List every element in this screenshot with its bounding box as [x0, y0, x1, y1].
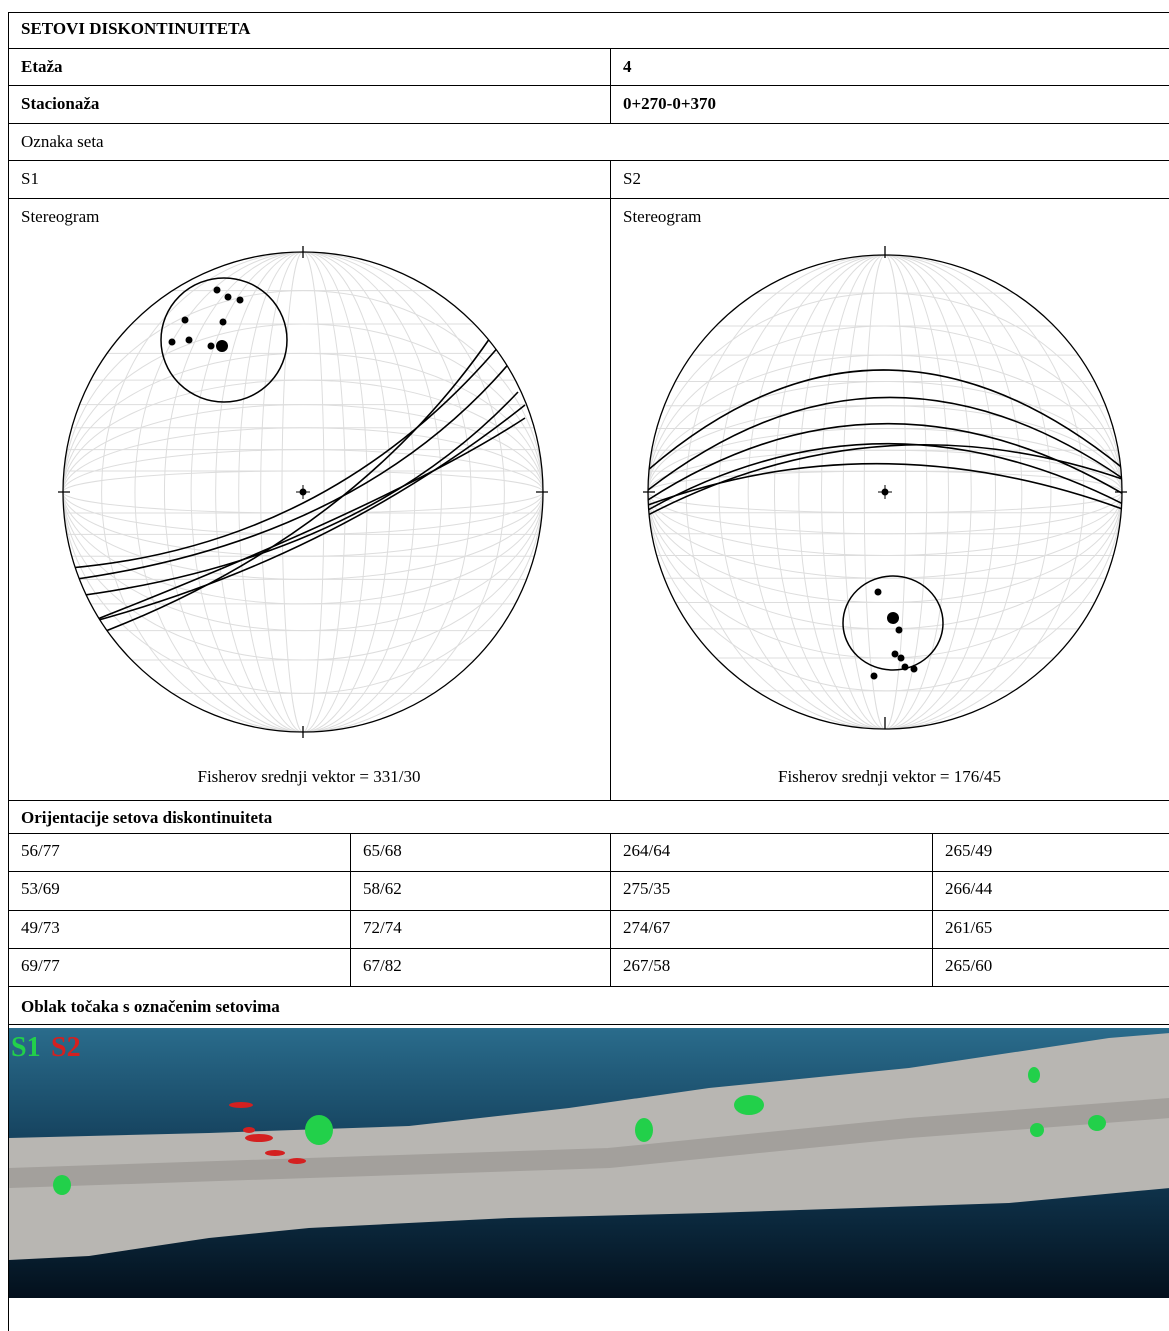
- legend-s2: S2: [51, 1032, 81, 1063]
- orientation: 58/62: [356, 874, 409, 904]
- rule: [8, 871, 1169, 872]
- orientation: 267/58: [616, 951, 677, 981]
- orientation: 266/44: [938, 874, 999, 904]
- section-title: Orijentacije setova diskontinuiteta: [14, 803, 279, 833]
- rule: [932, 833, 933, 986]
- orientation: 69/77: [14, 951, 67, 981]
- orientation: 261/65: [938, 913, 999, 943]
- orientation: 67/82: [356, 951, 409, 981]
- rule: [8, 833, 1169, 834]
- orientation: 275/35: [616, 874, 677, 904]
- orientation: 49/73: [14, 913, 67, 943]
- rule: [8, 986, 1169, 987]
- rule: [8, 910, 1169, 911]
- orientation: 53/69: [14, 874, 67, 904]
- frame: [58, 246, 1127, 738]
- rule: [8, 948, 1169, 949]
- orientation: 265/49: [938, 836, 999, 866]
- section-title: Oblak točaka s označenim setovima: [14, 992, 287, 1022]
- orientation: 265/60: [938, 951, 999, 981]
- rule: [8, 800, 1169, 801]
- great-circles: [70, 338, 525, 637]
- point-cloud-image: S1 S2: [9, 1028, 1169, 1298]
- orientation: 56/77: [14, 836, 67, 866]
- orientation: 72/74: [356, 913, 409, 943]
- orientation: 65/68: [356, 836, 409, 866]
- stereograms: [0, 0, 1169, 800]
- orientation: 274/67: [616, 913, 677, 943]
- rule: [8, 1024, 1169, 1025]
- poles: [161, 278, 943, 680]
- rule: [610, 833, 611, 986]
- orientation: 264/64: [616, 836, 677, 866]
- page: SETOVI DISKONTINUITETA Etaža 4 Stacionaž…: [0, 0, 1169, 1331]
- legend-s1: S1: [11, 1032, 41, 1063]
- rule: [350, 833, 351, 986]
